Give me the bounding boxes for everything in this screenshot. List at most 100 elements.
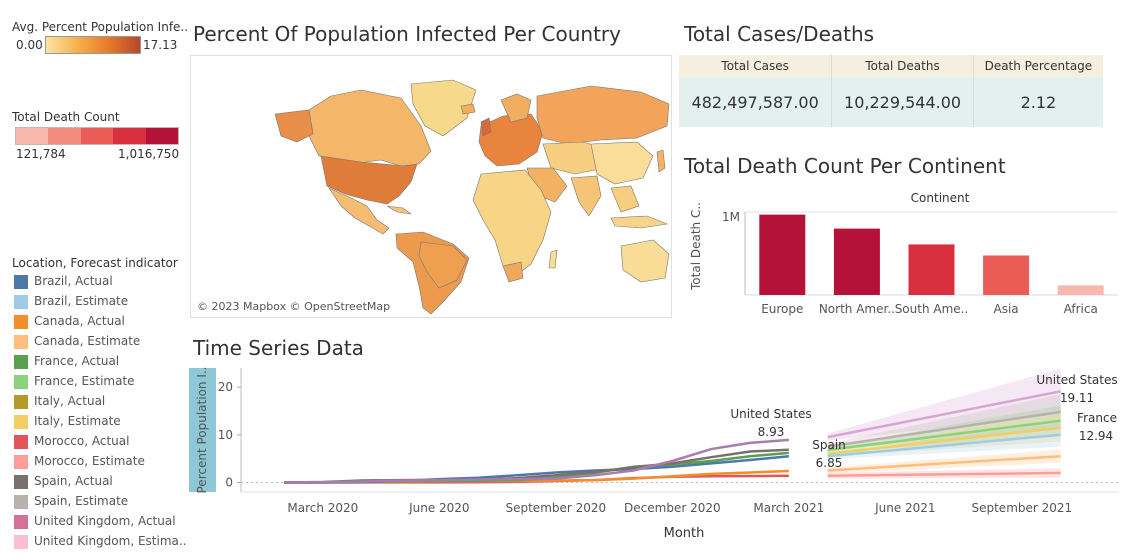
death-legend-steps — [15, 127, 179, 145]
continent-title: Total Death Count Per Continent — [684, 154, 1006, 178]
death-legend-step-0 — [16, 128, 49, 144]
map-india — [570, 175, 602, 217]
map-russia — [536, 85, 670, 145]
series-legend-label: Spain, Estimate — [34, 494, 129, 508]
timeseries-ylabel-band — [189, 368, 216, 492]
death-legend-min: 121,784 — [16, 147, 66, 161]
forecast-line[interactable] — [827, 471, 1061, 478]
map-madagascar — [548, 249, 558, 269]
kpi-value-cases: 482,497,587.00 — [679, 77, 832, 127]
series-legend-label: Morocco, Estimate — [34, 454, 145, 468]
xtick-label: September 2020 — [505, 501, 606, 515]
series-legend-label: Brazil, Actual — [34, 274, 113, 288]
death-legend-title: Total Death Count — [12, 110, 120, 124]
series-legend-swatch — [14, 354, 28, 369]
map-indonesia — [610, 215, 669, 229]
bar-northamer[interactable] — [833, 228, 880, 295]
kpi-value-percentage: 2.12 — [972, 77, 1103, 127]
series-legend-item[interactable]: France, Estimate — [14, 371, 187, 391]
annot-us-forecast-name: United States — [1036, 373, 1117, 387]
xtick-label: June 2020 — [408, 501, 470, 515]
death-legend-step-2 — [80, 128, 114, 144]
series-legend-swatch — [14, 494, 28, 509]
continent-ytick: 1M — [722, 210, 740, 224]
annot-france-value: 12.94 — [1079, 429, 1113, 443]
forecast-line[interactable] — [827, 426, 1061, 456]
map-south-africa — [502, 261, 524, 283]
bar-label: Europe — [761, 302, 803, 316]
series-legend-item[interactable]: Spain, Actual — [14, 471, 187, 491]
series-legend-item[interactable]: Italy, Estimate — [14, 411, 187, 431]
series-legend-item[interactable]: United Kingdom, Estima.. — [14, 531, 187, 551]
bar-label: South Ame.. — [895, 302, 969, 316]
series-legend-title: Location, Forecast indicator — [12, 256, 178, 270]
annot-us-actual-name: United States — [730, 407, 811, 421]
world-map[interactable]: © 2023 Mapbox © OpenStreetMap — [190, 55, 672, 318]
series-legend-item[interactable]: France, Actual — [14, 351, 187, 371]
forecast-line[interactable] — [827, 410, 1061, 448]
forecast-line[interactable] — [827, 433, 1061, 458]
forecast-band — [827, 394, 1061, 450]
continent-header: Continent — [911, 191, 970, 205]
series-legend-label: France, Actual — [34, 354, 120, 368]
map-southeast-asia — [610, 185, 640, 213]
bar-africa[interactable] — [1057, 285, 1104, 295]
annot-us-actual-value: 8.93 — [758, 425, 785, 439]
xtick-label: September 2021 — [971, 501, 1072, 515]
actual-line[interactable] — [283, 448, 789, 484]
series-legend-item[interactable]: Brazil, Actual — [14, 271, 187, 291]
xtick-label: March 2021 — [753, 501, 824, 515]
forecast-line[interactable] — [827, 454, 1061, 472]
map-alaska — [274, 109, 314, 143]
ytick-label: 0 — [225, 475, 233, 489]
series-legend-item[interactable]: United Kingdom, Actual — [14, 511, 187, 531]
series-legend-label: United Kingdom, Actual — [34, 514, 176, 528]
series-legend-item[interactable]: Morocco, Actual — [14, 431, 187, 451]
bar-label: Africa — [1064, 302, 1098, 316]
death-legend-step-1 — [48, 128, 81, 144]
infected-color-ramp — [45, 36, 141, 54]
kpi-title: Total Cases/Deaths — [684, 22, 875, 46]
map-australia — [620, 239, 670, 283]
series-legend-swatch — [14, 414, 28, 429]
series-legend-label: Morocco, Actual — [34, 434, 130, 448]
series-legend-label: Spain, Actual — [34, 474, 113, 488]
death-legend-step-4 — [145, 128, 179, 144]
kpi-header-percentage: Death Percentage — [972, 55, 1103, 77]
map-canada — [308, 89, 432, 167]
series-legend-item[interactable]: Brazil, Estimate — [14, 291, 187, 311]
map-title: Percent Of Population Infected Per Count… — [193, 22, 621, 46]
series-legend-swatch — [14, 314, 28, 329]
actual-line[interactable] — [283, 438, 789, 484]
kpi-header-cases: Total Cases — [679, 55, 832, 77]
map-greenland — [410, 79, 477, 137]
bar-asia[interactable] — [983, 255, 1030, 295]
series-legend-item[interactable]: Spain, Estimate — [14, 491, 187, 511]
infected-legend-max: 17.13 — [143, 38, 178, 52]
timeseries-xlabel: Month — [664, 526, 705, 541]
annot-spain-value: 6.85 — [816, 456, 843, 470]
series-legend-swatch — [14, 434, 28, 449]
series-legend-item[interactable]: Canada, Estimate — [14, 331, 187, 351]
series-legend-swatch — [14, 514, 28, 529]
bar-southame[interactable] — [908, 244, 955, 295]
series-legend-item[interactable]: Morocco, Estimate — [14, 451, 187, 471]
series-legend-item[interactable]: Canada, Actual — [14, 311, 187, 331]
forecast-line[interactable] — [827, 390, 1061, 439]
kpi-table-wrap: Total Cases Total Deaths Death Percentag… — [679, 55, 1103, 127]
map-brazil — [418, 241, 468, 289]
series-legend-item[interactable]: Italy, Actual — [14, 391, 187, 411]
bar-europe[interactable] — [759, 214, 806, 295]
series-legend-label: Italy, Actual — [34, 394, 106, 408]
series-legend-swatch — [14, 374, 28, 389]
timeseries-title: Time Series Data — [193, 336, 364, 360]
forecast-line[interactable] — [827, 419, 1061, 452]
series-legend-swatch — [14, 534, 28, 549]
xtick-label: December 2020 — [624, 501, 721, 515]
series-legend-swatch — [14, 334, 28, 349]
series-legend-swatch — [14, 274, 28, 289]
timeseries-chart: Percent Population I.. 0 10 20 March 2020 Ju… — [195, 367, 1119, 541]
kpi-table: Total Cases Total Deaths Death Percentag… — [679, 55, 1103, 127]
series-legend-label: Canada, Actual — [34, 314, 125, 328]
annot-us-forecast-value: 19.11 — [1060, 391, 1094, 405]
